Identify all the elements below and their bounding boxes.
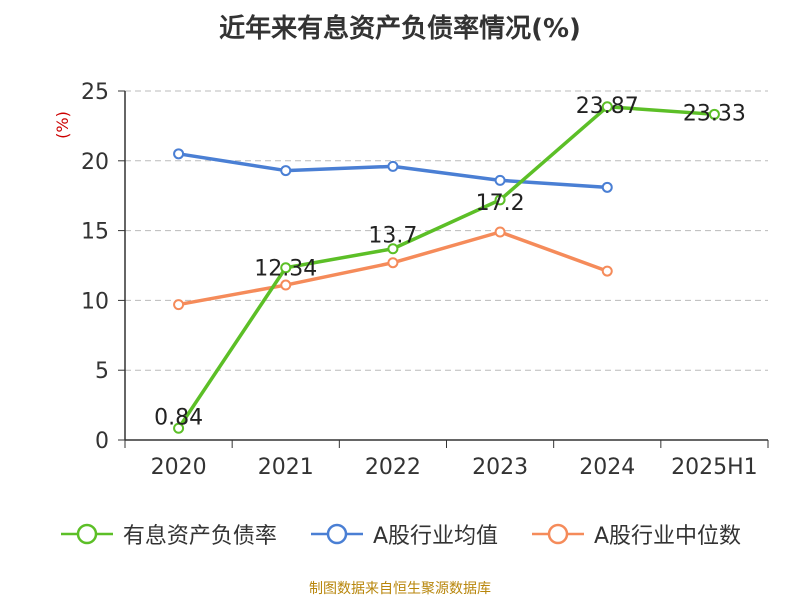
legend-marker: [532, 523, 584, 545]
data-point: [280, 165, 292, 177]
data-point: [387, 160, 399, 172]
y-tick-label: 20: [81, 150, 109, 175]
data-point: [601, 101, 613, 113]
x-tick-label: 2020: [151, 455, 207, 480]
series-line: [177, 105, 715, 430]
legend-label: 有息资产负债率: [122, 524, 277, 549]
y-axis-label: (%): [53, 111, 72, 139]
x-tick-label: 2022: [365, 455, 421, 480]
y-tick-label: 15: [81, 220, 109, 245]
data-label: 0.84: [154, 405, 203, 430]
data-point: [173, 422, 185, 434]
data-point: [708, 108, 720, 120]
data-point: [387, 243, 399, 255]
x-tick-label: 2024: [579, 455, 635, 480]
data-point: [494, 226, 506, 238]
data-point: [280, 262, 292, 274]
legend-item[interactable]: 有息资产负债率: [59, 518, 277, 550]
legend-marker: [310, 523, 363, 545]
x-tick-label: 2023: [472, 455, 528, 480]
data-point: [494, 174, 506, 186]
data-point: [173, 299, 185, 311]
x-tick-label: 2021: [258, 455, 314, 480]
y-tick-label: 0: [95, 429, 109, 454]
data-label: 12.34: [254, 257, 317, 282]
legend-item[interactable]: A股行业中位数: [530, 518, 741, 550]
data-point: [387, 257, 399, 269]
legend-marker: [60, 523, 113, 545]
x-tick-label: 2025H1: [671, 455, 758, 480]
legend: 有息资产负债率 A股行业均值 A股行业中位数: [0, 518, 800, 550]
data-point: [280, 279, 292, 291]
data-label: 23.87: [576, 94, 639, 119]
data-label: 17.2: [476, 191, 525, 216]
data-point: [601, 265, 613, 277]
data-label: 13.7: [368, 224, 417, 249]
legend-item[interactable]: A股行业均值: [309, 518, 498, 550]
data-point: [494, 194, 506, 206]
data-label: 23.33: [683, 101, 746, 126]
data-point: [173, 148, 185, 160]
y-tick-label: 5: [95, 359, 109, 384]
legend-label: A股行业均值: [372, 524, 498, 549]
y-tick-label: 25: [81, 80, 109, 105]
y-tick-label: 10: [81, 289, 109, 314]
chart-title: 近年来有息资产负债率情况(%): [219, 14, 581, 44]
data-point: [601, 181, 613, 193]
source-note: 制图数据来自恒生聚源数据库: [309, 581, 491, 597]
legend-label: A股行业中位数: [594, 524, 742, 549]
